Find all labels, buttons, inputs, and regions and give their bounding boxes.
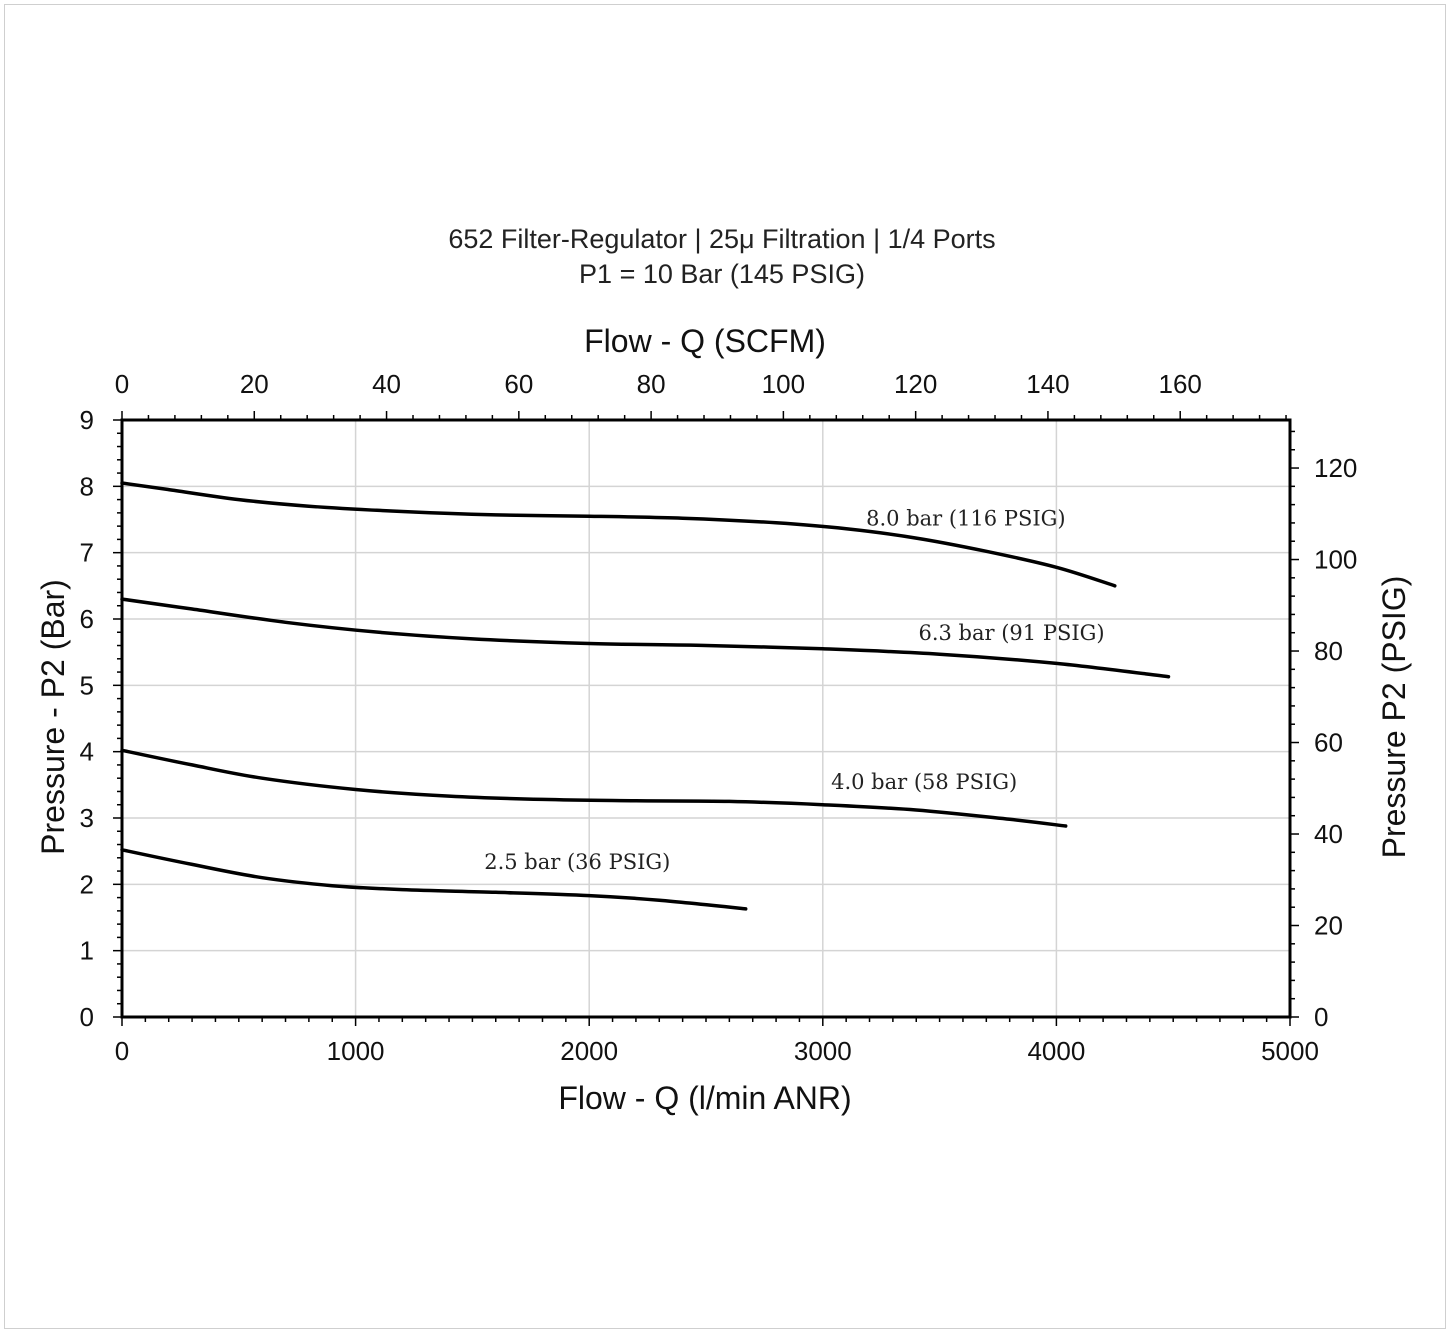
x-tick-label: 0 <box>115 1036 129 1066</box>
x2-tick-label: 40 <box>372 369 401 399</box>
x2-axis-title: Flow - Q (SCFM) <box>584 323 826 359</box>
chart-frame <box>4 4 1446 1329</box>
y2-tick-label: 20 <box>1314 911 1343 941</box>
y-tick-label: 5 <box>80 670 94 700</box>
series-label-2: 6.3 bar (91 PSIG) <box>918 621 1104 645</box>
y-tick-label: 3 <box>80 803 94 833</box>
y-tick-label: 2 <box>80 869 94 899</box>
gridlines <box>122 420 1290 1017</box>
series-label-1: 8.0 bar (116 PSIG) <box>866 506 1065 530</box>
x-tick-label: 1000 <box>327 1036 385 1066</box>
y2-tick-label: 40 <box>1314 819 1343 849</box>
series-label-3: 4.0 bar (58 PSIG) <box>831 770 1017 794</box>
x2-tick-label: 0 <box>115 369 129 399</box>
y-tick-label: 1 <box>80 936 94 966</box>
series-line-4 <box>120 848 748 911</box>
series-line-1 <box>120 481 1117 588</box>
y2-tick-label: 120 <box>1314 453 1357 483</box>
x2-tick-label: 160 <box>1159 369 1202 399</box>
y-tick-label: 8 <box>80 471 94 501</box>
y2-tick-label: 60 <box>1314 728 1343 758</box>
x-tick-label: 5000 <box>1261 1036 1319 1066</box>
x2-tick-label: 60 <box>504 369 533 399</box>
y-tick-label: 4 <box>80 737 94 767</box>
y-axis-title: Pressure - P2 (Bar) <box>35 579 71 855</box>
x-tick-label: 4000 <box>1027 1036 1085 1066</box>
y2-tick-label: 100 <box>1314 545 1357 575</box>
y2-axis-title: Pressure P2 (PSIG) <box>1376 576 1412 859</box>
y-tick-label: 6 <box>80 604 94 634</box>
x-tick-label: 2000 <box>560 1036 618 1066</box>
series-line-3 <box>120 748 1068 828</box>
series-line-2 <box>120 597 1171 679</box>
x2-tick-label: 20 <box>240 369 269 399</box>
series-label-4: 2.5 bar (36 PSIG) <box>484 850 670 874</box>
x2-tick-label: 100 <box>762 369 805 399</box>
y-tick-label: 7 <box>80 538 94 568</box>
y2-tick-label: 0 <box>1314 1002 1328 1032</box>
plot-area-border <box>120 418 1292 1019</box>
y2-tick-label: 80 <box>1314 636 1343 666</box>
series-labels: 8.0 bar (116 PSIG) 6.3 bar (91 PSIG) 4.0 b… <box>484 506 1104 874</box>
series-lines <box>120 481 1171 911</box>
x-axis-title: Flow - Q (l/min ANR) <box>558 1080 851 1116</box>
x2-tick-label: 80 <box>637 369 666 399</box>
x2-tick-label: 140 <box>1026 369 1069 399</box>
chart-title: 652 Filter-Regulator | 25μ Filtration | … <box>448 224 995 254</box>
y-tick-label: 0 <box>80 1002 94 1032</box>
x2-tick-label: 120 <box>894 369 937 399</box>
y-tick-label: 9 <box>80 405 94 435</box>
chart-subtitle: P1 = 10 Bar (145 PSIG) <box>579 259 865 289</box>
x-tick-label: 3000 <box>794 1036 852 1066</box>
